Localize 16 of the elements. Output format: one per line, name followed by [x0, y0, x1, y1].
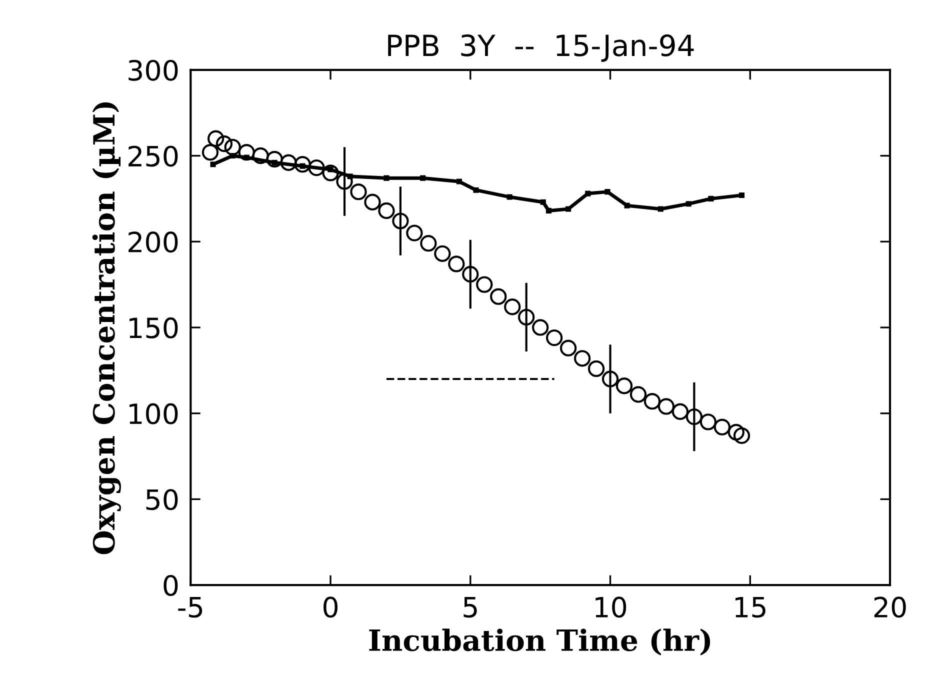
- y-tick-label: 150: [130, 317, 178, 338]
- y-tick-label: 50: [146, 489, 178, 510]
- x-tick-label: 5: [464, 597, 477, 618]
- chart-title: PPB 3Y -- 15-Jan-94: [388, 34, 694, 62]
- x-tick-label: 15: [736, 597, 766, 618]
- y-tick-label: 250: [128, 146, 178, 167]
- y-tick-label: 200: [128, 232, 178, 253]
- x-axis-title: Incubation Time (hr): [369, 628, 710, 656]
- x-tick-label: -5: [178, 597, 202, 618]
- y-tick-label: 0: [164, 575, 178, 596]
- y-tick-label: 300: [128, 60, 178, 81]
- x-tick-label: 20: [874, 596, 906, 618]
- y-axis-title: Oxygen Concentration (µM): [92, 102, 121, 554]
- x-tick-label: 0: [324, 596, 338, 618]
- x-tick-label: 10: [596, 596, 626, 618]
- y-tick-label: 100: [130, 403, 178, 424]
